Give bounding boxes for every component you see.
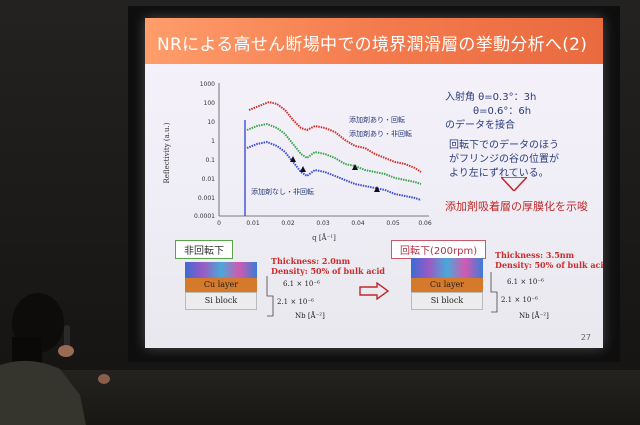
y-tick-0.0001: 0.0001 xyxy=(194,213,215,220)
x-tick-0.04: 0.04 xyxy=(351,220,365,227)
slide-title: NRによる高せん断場中での境界潤滑層の挙動分析へ(2) xyxy=(157,35,588,55)
fringe-marker-3 xyxy=(352,164,358,170)
front-desk xyxy=(60,370,640,425)
microphone-icon xyxy=(64,325,70,351)
note-para3: より左にずれている。 xyxy=(449,168,549,179)
note-para2: がフリンジの谷の位置が xyxy=(449,154,559,165)
panel-left-cu: Cu layer xyxy=(185,278,257,292)
fringe-marker-2 xyxy=(300,166,306,172)
panel-right-nb1: 6.1 × 10⁻⁶ xyxy=(507,278,544,286)
reflectivity-graph: Reflectivity (a.u.) 1000 100 10 1 0.1 0.… xyxy=(163,81,432,242)
panel-right-coating xyxy=(411,258,483,278)
panel-left-si: Si block xyxy=(185,292,257,310)
panel-right-density: Density: 50% of bulk acid xyxy=(495,260,603,270)
panel-left-label: 非回転下 xyxy=(175,240,233,259)
legend-rot-add: 添加剤あり・回転 xyxy=(349,115,405,124)
panel-right-sld-profile xyxy=(490,272,498,313)
presenter-silhouette xyxy=(0,293,110,425)
y-tick-0.1: 0.1 xyxy=(205,157,215,164)
series-red-rotating xyxy=(248,100,422,173)
panel-left-thickness: Thickness: 2.0nm xyxy=(271,256,351,266)
x-tick-0.02: 0.02 xyxy=(281,220,295,227)
x-tick-0: 0 xyxy=(217,220,221,227)
slide-title-bar: NRによる高せん断場中での境界潤滑層の挙動分析へ(2) xyxy=(145,18,603,64)
y-tick-0.01: 0.01 xyxy=(202,176,216,183)
panel-right-thickness: Thickness: 3.5nm xyxy=(495,250,575,260)
legend-nonrot-none: 添加剤なし・非回転 xyxy=(251,187,314,196)
note-line3: のデータを接合 xyxy=(445,120,515,131)
y-tick-100: 100 xyxy=(204,100,216,107)
presentation-slide: NRによる高せん断場中での境界潤滑層の挙動分析へ(2) Reflectivity… xyxy=(145,18,603,348)
fringe-marker-4 xyxy=(374,186,380,192)
panel-left-density: Density: 50% of bulk acid xyxy=(271,266,386,276)
panel-left-nb2: 2.1 × 10⁻⁶ xyxy=(277,298,314,306)
note-line2: θ=0.6°：6h xyxy=(473,106,532,117)
x-tick-0.01: 0.01 xyxy=(246,220,260,227)
graph-ylabel: Reflectivity (a.u.) xyxy=(163,122,171,183)
note-para1: 回転下でのデータのほう xyxy=(449,140,559,151)
y-tick-1: 1 xyxy=(211,138,215,145)
series-green-nonrotating xyxy=(246,122,422,185)
x-tick-0.06: 0.06 xyxy=(418,220,432,227)
fringe-marker-1 xyxy=(290,156,296,162)
panel-left-sld-profile xyxy=(266,276,274,317)
panel-left-coating xyxy=(185,262,257,278)
graph-xlabel: q [Å⁻¹] xyxy=(312,233,336,242)
note-line1: 入射角 θ=0.3°：3h xyxy=(445,92,537,103)
panel-left-nb-axis: Nb [Å⁻²] xyxy=(295,312,325,320)
panel-right-cu: Cu layer xyxy=(411,278,483,292)
panel-right-nb-axis: Nb [Å⁻²] xyxy=(519,312,549,320)
panel-right-label: 回転下(200rpm) xyxy=(391,240,487,259)
y-tick-0.001: 0.001 xyxy=(198,195,215,202)
y-tick-10: 10 xyxy=(207,119,215,126)
legend-nonrot-add: 添加剤あり・非回転 xyxy=(349,129,412,138)
arrow-down-icon xyxy=(501,177,527,191)
y-tick-1000: 1000 xyxy=(200,81,215,88)
panel-right-nb2: 2.1 × 10⁻⁶ xyxy=(501,296,538,304)
conclusion-text: 添加剤吸着層の厚膜化を示唆 xyxy=(445,200,588,213)
panel-left-nb1: 6.1 × 10⁻⁶ xyxy=(283,280,320,288)
series-blue-no-additive xyxy=(246,140,422,201)
x-tick-0.05: 0.05 xyxy=(386,220,400,227)
panel-right-si: Si block xyxy=(411,292,483,310)
page-number: 27 xyxy=(580,333,591,342)
x-tick-0.03: 0.03 xyxy=(316,220,330,227)
right-arrow-icon xyxy=(359,282,389,300)
